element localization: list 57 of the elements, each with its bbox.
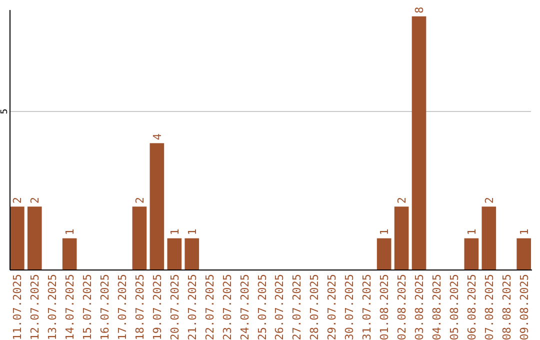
data-label: 8 bbox=[413, 6, 426, 14]
x-tick-label: 20.07.2025 bbox=[168, 274, 182, 340]
x-tick-label: 28.07.2025 bbox=[308, 274, 322, 340]
x-tick-label: 06.08.2025 bbox=[465, 274, 478, 340]
x-tick-label: 25.07.2025 bbox=[256, 274, 269, 340]
bar bbox=[464, 238, 479, 270]
x-tick-label: 14.07.2025 bbox=[64, 274, 77, 340]
bar bbox=[132, 206, 147, 270]
data-label: 1 bbox=[168, 228, 182, 236]
bar bbox=[376, 238, 392, 270]
x-tick-label: 16.07.2025 bbox=[98, 274, 112, 340]
x-tick-label: 13.07.2025 bbox=[46, 274, 60, 340]
bar bbox=[62, 238, 77, 270]
x-tick-label: 02.08.2025 bbox=[396, 274, 409, 340]
x-tick-label: 12.07.2025 bbox=[28, 274, 42, 340]
x-tick-label: 07.08.2025 bbox=[482, 274, 496, 340]
x-tick-label: 29.07.2025 bbox=[326, 274, 339, 340]
data-label: 2 bbox=[11, 196, 24, 204]
x-tick-label: 21.07.2025 bbox=[186, 274, 199, 340]
x-tick-label: 22.07.2025 bbox=[203, 274, 216, 340]
x-tick-label: 01.08.2025 bbox=[378, 274, 392, 340]
x-tick-label: 23.07.2025 bbox=[220, 274, 234, 340]
bar bbox=[167, 238, 182, 270]
x-tick-label: 08.08.2025 bbox=[500, 274, 514, 340]
x-tick-label: 27.07.2025 bbox=[290, 274, 304, 340]
bar bbox=[27, 206, 42, 270]
x-tick-label: 05.08.2025 bbox=[448, 274, 461, 340]
bar bbox=[394, 206, 409, 270]
x-tick-label: 03.08.2025 bbox=[413, 274, 426, 340]
bar bbox=[412, 16, 426, 270]
x-tick-label: 18.07.2025 bbox=[133, 274, 146, 340]
bar bbox=[516, 238, 531, 270]
data-label: 4 bbox=[150, 133, 164, 140]
data-label: 1 bbox=[64, 228, 77, 236]
x-tick-label: 17.07.2025 bbox=[116, 274, 129, 340]
data-label: 2 bbox=[396, 196, 409, 204]
data-label: 2 bbox=[482, 196, 496, 204]
data-label: 1 bbox=[186, 228, 199, 236]
data-label: 1 bbox=[378, 228, 392, 236]
data-label: 2 bbox=[133, 196, 146, 204]
x-tick-label: 24.07.2025 bbox=[238, 274, 252, 340]
x-tick-label: 30.07.2025 bbox=[343, 274, 356, 340]
x-tick-label: 26.07.2025 bbox=[273, 274, 286, 340]
x-tick-label: 15.07.2025 bbox=[81, 274, 94, 340]
x-tick-label: 11.07.2025 bbox=[11, 274, 24, 340]
bar bbox=[10, 206, 24, 270]
data-label: 1 bbox=[518, 228, 531, 236]
x-tick-label: 09.08.2025 bbox=[518, 274, 531, 340]
bar bbox=[150, 143, 164, 270]
data-label: 2 bbox=[28, 196, 42, 204]
x-tick-label: 19.07.2025 bbox=[150, 274, 164, 340]
bar bbox=[482, 206, 496, 270]
y-tick-label: 5 bbox=[0, 108, 10, 114]
bar bbox=[184, 238, 200, 270]
x-tick-label: 04.08.2025 bbox=[430, 274, 444, 340]
x-tick-label: 31.07.2025 bbox=[360, 274, 374, 340]
data-label: 1 bbox=[465, 228, 478, 236]
